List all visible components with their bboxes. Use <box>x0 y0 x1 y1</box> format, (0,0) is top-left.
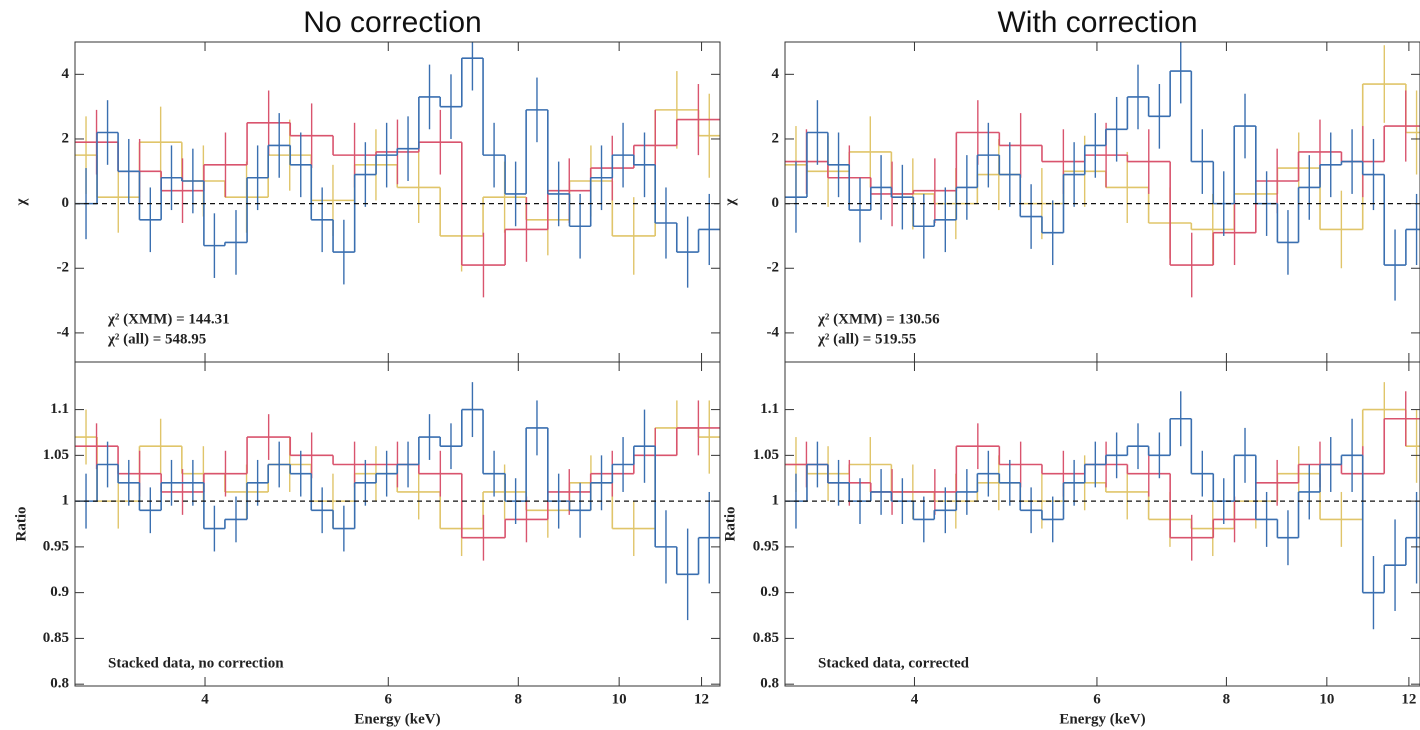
x-tick-label: 8 <box>515 691 523 707</box>
y-axis-label: χ <box>13 197 29 206</box>
x-tick-label: 6 <box>1093 691 1101 707</box>
y-tick-label: 4 <box>62 66 70 82</box>
y-tick-label: 0.95 <box>43 538 69 554</box>
y-tick-label: -2 <box>767 260 780 276</box>
y-tick-label: 0 <box>62 195 70 211</box>
plot-area <box>75 42 720 298</box>
x-tick-label: 12 <box>694 691 709 707</box>
y-tick-label: 1.1 <box>760 401 779 417</box>
y-tick-label: 2 <box>62 130 70 146</box>
step-connector <box>806 418 1407 593</box>
y-tick-label: 1.1 <box>50 401 69 417</box>
x-tick-label: 10 <box>612 691 627 707</box>
y-tick-label: -2 <box>57 260 70 276</box>
x-tick-label: 4 <box>911 691 919 707</box>
y-tick-label: 0.95 <box>753 538 779 554</box>
y-tick-label: -4 <box>767 324 780 340</box>
x-tick-label: 8 <box>1223 691 1231 707</box>
y-axis-label: χ <box>722 197 738 206</box>
annotation: χ² (all) = 519.55 <box>817 331 916 347</box>
step-connector <box>806 71 1407 266</box>
x-tick-label: 6 <box>385 691 393 707</box>
y-tick-label: 0.9 <box>50 584 69 600</box>
y-tick-label: 0.8 <box>760 676 779 692</box>
y-tick-label: -4 <box>57 324 70 340</box>
annotation: Stacked data, no correction <box>108 655 284 671</box>
x-axis-label: Energy (keV) <box>1059 711 1145 727</box>
annotation: Stacked data, corrected <box>818 655 970 671</box>
y-tick-label: 0 <box>772 195 780 211</box>
y-tick-label: 1 <box>62 493 70 509</box>
annotation: χ² (XMM) = 130.56 <box>817 311 940 327</box>
y-tick-label: 1 <box>772 493 780 509</box>
y-tick-label: 0.85 <box>753 630 779 646</box>
y-axis-label: Ratio <box>13 507 29 542</box>
annotation: χ² (XMM) = 144.31 <box>107 311 230 327</box>
y-axis-label: Ratio <box>722 507 738 542</box>
plot-area <box>75 382 720 621</box>
y-tick-label: 1.05 <box>43 447 69 463</box>
x-tick-label: 10 <box>1319 691 1334 707</box>
plot-area <box>785 42 1420 301</box>
x-axis-label: Energy (keV) <box>354 711 440 727</box>
frame <box>784 361 1420 687</box>
frame <box>74 361 721 687</box>
y-tick-label: 2 <box>772 130 780 146</box>
y-tick-label: 1.05 <box>753 447 779 463</box>
step-connector <box>96 58 700 253</box>
annotation: χ² (all) = 548.95 <box>107 331 206 347</box>
y-tick-label: 0.8 <box>50 676 69 692</box>
y-tick-label: 0.85 <box>43 630 69 646</box>
chart-title: With correction <box>997 6 1197 39</box>
plot-area <box>785 382 1420 630</box>
y-tick-label: 4 <box>772 66 780 82</box>
x-tick-label: 12 <box>1401 691 1416 707</box>
step-connector <box>96 409 700 575</box>
x-tick-label: 4 <box>201 691 209 707</box>
y-tick-label: 0.9 <box>760 584 779 600</box>
chart-title: No correction <box>303 6 481 39</box>
